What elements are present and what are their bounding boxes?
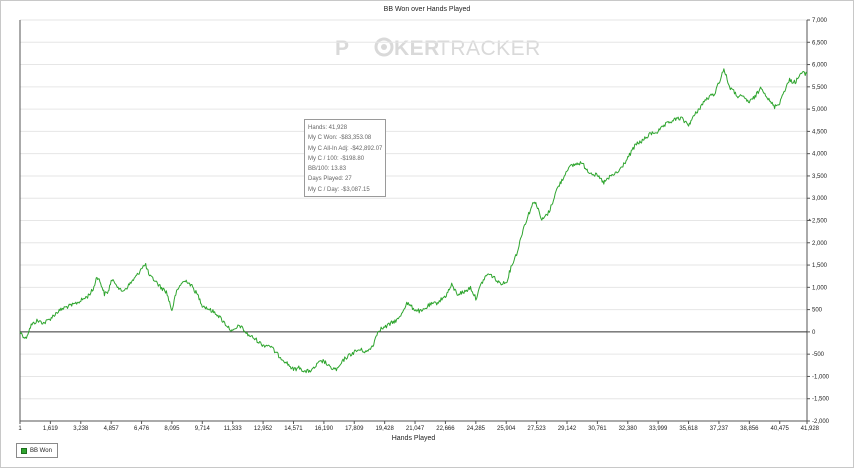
legend-label: BB Won xyxy=(30,447,52,454)
x-tick-label: 24,285 xyxy=(467,426,486,432)
x-tick-label: 4,857 xyxy=(104,426,120,432)
y-tick-label: 2,000 xyxy=(812,241,828,247)
y-tick-label: 1,500 xyxy=(812,263,828,269)
x-tick-label: 38,856 xyxy=(740,426,759,432)
tooltip-hands: Hands: 41,928 xyxy=(308,125,348,131)
series-group xyxy=(19,68,808,374)
x-tick-label: 16,190 xyxy=(315,426,334,432)
y-tick-label: 6,000 xyxy=(812,63,828,69)
x-tick-label: 35,618 xyxy=(679,426,698,432)
watermark-word-tracker: TRACKER xyxy=(437,37,541,60)
x-tick-label: 12,952 xyxy=(254,426,273,432)
x-tick-label: 1 xyxy=(18,426,22,432)
x-tick-label: 11,333 xyxy=(224,426,243,432)
y-tick-label: 6,500 xyxy=(812,40,828,46)
watermark-chip-center-icon xyxy=(381,44,387,50)
watermark-chip-icon xyxy=(374,37,394,57)
x-tick-label: 27,523 xyxy=(527,426,546,432)
tick-labels: -2,000 -1,500 -1,000 -500 0 500 1,000 1,500 2,00… xyxy=(18,18,829,432)
y-tick-label: 500 xyxy=(812,308,823,314)
x-tick-label: 30,761 xyxy=(588,426,607,432)
x-tick-label: 17,809 xyxy=(345,426,364,432)
x-tick-label: 40,475 xyxy=(771,426,790,432)
hover-tooltip: Hands: 41,928 My C Won: -$83,353.08 My C… xyxy=(304,119,386,197)
y-tick-label: 2,500 xyxy=(812,219,828,225)
y-tick-label: -1,000 xyxy=(812,374,830,380)
y-tick-label: 3,000 xyxy=(812,196,828,202)
tooltip-per-100: My C / 100: -$198.80 xyxy=(308,155,365,162)
grid-lines xyxy=(20,19,807,422)
x-tick-label: 1,619 xyxy=(43,426,59,432)
tick-marks xyxy=(19,19,810,424)
legend-swatch xyxy=(21,447,27,454)
watermark-word-ker: KER xyxy=(394,37,440,60)
x-tick-label: 14,571 xyxy=(284,426,303,432)
x-tick-label: 37,237 xyxy=(710,426,729,432)
x-tick-label: 22,666 xyxy=(436,426,455,432)
x-tick-label: 19,428 xyxy=(375,426,394,432)
x-tick-label: 9,714 xyxy=(195,426,211,432)
y-tick-label: 7,000 xyxy=(812,18,828,24)
series-line-bb-won xyxy=(19,68,808,374)
x-tick-label: 6,476 xyxy=(134,426,150,432)
y-tick-label: -2,000 xyxy=(812,419,830,425)
chart-legend[interactable]: BB Won xyxy=(16,443,58,458)
y-tick-label: 4,500 xyxy=(812,129,828,135)
tooltip-per-day: My C / Day: -$3,087.15 xyxy=(308,186,370,193)
y-tick-label: 4,000 xyxy=(812,152,828,158)
tooltip-bb-per-100: BB/100: 13.83 xyxy=(308,166,347,173)
x-tick-label: 33,999 xyxy=(649,426,668,432)
chart-title: BB Won over Hands Played xyxy=(383,6,471,13)
x-tick-label: 3,238 xyxy=(73,426,89,432)
x-tick-label: 29,142 xyxy=(558,426,577,432)
x-tick-label: 32,380 xyxy=(619,426,638,432)
tooltip-allin-adj: My C All-In Adj: -$42,892.07 xyxy=(308,145,383,152)
y-tick-label: 1,000 xyxy=(812,285,828,291)
x-tick-label: 21,047 xyxy=(406,426,425,432)
y-tick-label: 0 xyxy=(812,330,816,336)
x-tick-label: 25,904 xyxy=(497,426,516,432)
tooltip-won: My C Won: -$83,353.08 xyxy=(308,135,372,142)
y-tick-label: 5,500 xyxy=(812,85,828,91)
y-tick-label: -500 xyxy=(812,352,825,358)
x-tick-label: 8,095 xyxy=(164,426,180,432)
tooltip-days-played: Days Played: 27 xyxy=(308,176,352,183)
y-tick-label: 3,500 xyxy=(812,174,828,180)
y-tick-label: 5,000 xyxy=(812,107,828,113)
watermark-letter-p: P xyxy=(335,37,350,60)
x-axis-title: Hands Played xyxy=(392,435,436,442)
y-tick-label: -1,500 xyxy=(812,397,830,403)
x-tick-label: 41,928 xyxy=(801,426,820,432)
